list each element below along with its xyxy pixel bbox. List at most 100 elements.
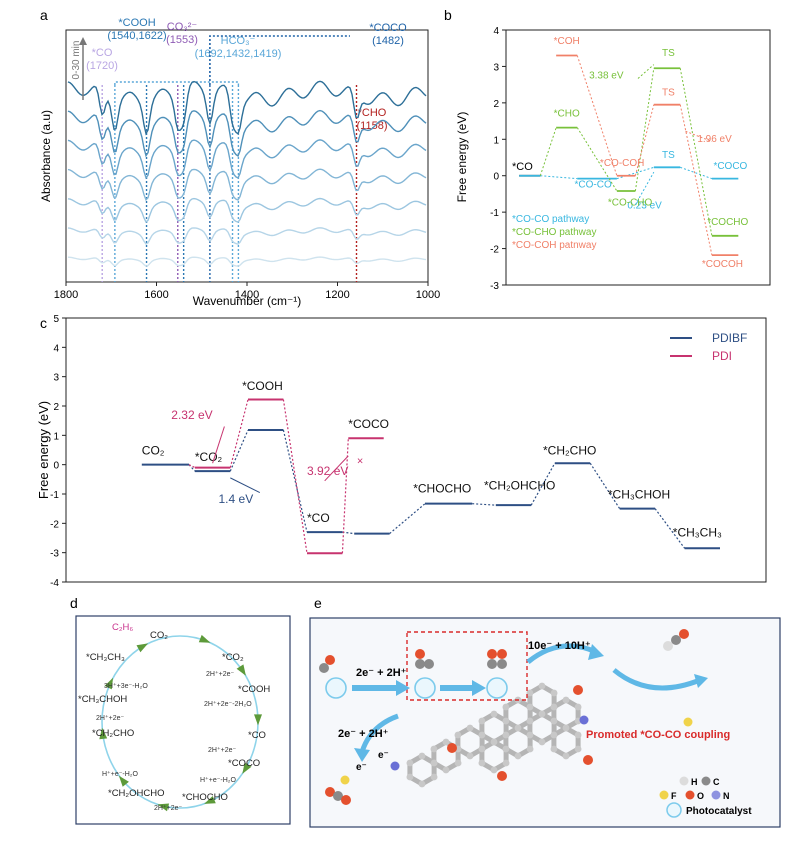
y-tick-label: 3 (53, 373, 59, 384)
carbon-atom (562, 752, 570, 760)
y-tick-label: 1 (493, 135, 499, 146)
y-tick-label: 4 (493, 26, 499, 37)
carbonyl-oxygen-atom (447, 743, 457, 753)
cycle-arrow (242, 762, 252, 774)
y-tick-label: 2 (53, 402, 59, 413)
spectrum-line (67, 256, 427, 267)
flow-arrow (612, 668, 701, 691)
level-label: *CO (307, 511, 330, 525)
connector-line (229, 399, 249, 468)
panel-a-x-ticks: 1800 1600 1400 1200 1000 (54, 282, 440, 301)
band-marker-wavenumber: (1692,1432,1419) (195, 48, 282, 60)
connector-line (342, 531, 355, 535)
y-tick-label: 1 (53, 431, 59, 442)
x-tick-label: 1200 (325, 289, 349, 301)
carbonyl-oxygen-atom (497, 771, 507, 781)
connector-line (282, 399, 308, 554)
cycle-intermediate: *CO (248, 730, 266, 741)
y-tick-label: -3 (490, 281, 499, 292)
connector-line (679, 104, 713, 256)
cycle-arrow (104, 677, 113, 690)
carbon-atom (538, 682, 546, 690)
barrier-arrow (212, 426, 225, 464)
step-condition: H⁺+e⁻-H₂O (200, 776, 237, 784)
level-label: *CH₂CHO (543, 443, 596, 457)
spectrum-line (67, 139, 427, 180)
c2h6-product (663, 629, 689, 651)
atom-legend-swatch (659, 790, 669, 800)
panel-letter-a: a (40, 7, 48, 23)
legend-label: PDI (712, 349, 732, 363)
level-label: *COOH (242, 379, 283, 393)
flow-arrow (526, 643, 598, 664)
level-label: *CHOCHO (413, 482, 471, 496)
atom-legend-symbol: O (697, 791, 704, 801)
level-label: 1.96 eV (697, 134, 732, 145)
panel-a-ftir-chart: *CO(1720) *COOH(1540,1622)CO₃²⁻(1553) HCO₃… (39, 17, 440, 308)
panel-letter-e: e (314, 595, 322, 611)
panel-a-time-arrowhead (79, 37, 87, 45)
carbon-atom (406, 759, 414, 767)
connector-line (282, 429, 308, 533)
carbon-atom (442, 738, 450, 746)
carbon-atom (430, 773, 438, 781)
panel-b-legend: *CO-CO pathway *CO-CHO pathway *CO-COH pat… (512, 214, 596, 251)
carbon-atom (514, 724, 522, 732)
cycle-intermediate: CO₂ (150, 630, 168, 641)
level-label: *CH₂OHCHO (484, 479, 555, 493)
panel-b-pathways: *CO-CO TS *COCO 0.23 eV *CHO *CO-CHO TS *COCHO 3… (519, 36, 749, 270)
carbon-atom (550, 745, 558, 753)
step-condition: 2H⁺+2e⁻ (206, 670, 235, 678)
barrier-annotation: 2.32 eV (171, 408, 212, 422)
panel-a-y-label: Absorbance (a.u) (39, 110, 53, 202)
step-condition: 2H⁺+2e⁻ (154, 804, 183, 812)
carbonyl-oxygen-atom (573, 685, 583, 695)
carbon-atom (478, 731, 486, 739)
level-label: *CO-CHO (608, 198, 653, 209)
barrier-arrow (685, 130, 713, 142)
connector-line (634, 68, 655, 192)
carbon-atom (574, 745, 582, 753)
level-label: TS (662, 48, 675, 59)
panel-c-legend: PDIBF PDI (670, 331, 747, 363)
panel-letter-b: b (444, 7, 452, 23)
nitrogen-atom (579, 715, 589, 725)
y-tick-label: 3 (493, 62, 499, 73)
connector-line (539, 127, 557, 176)
carbon-atom (490, 710, 498, 718)
panel-b-y-ticks: -3 -2 -1 0 1 2 3 4 (490, 26, 506, 292)
step-condition: 3H⁺+3e⁻-H₂O (104, 682, 148, 690)
coupling-label: Promoted *CO-CO coupling (586, 729, 730, 741)
spectrum-line (67, 197, 427, 224)
panel-a-spectra (67, 80, 427, 267)
cycle-arrow (236, 664, 246, 676)
connector-line (634, 104, 655, 176)
carbon-atom (562, 696, 570, 704)
flow-arrowhead (694, 674, 708, 688)
cycle-intermediate: *COOH (238, 684, 270, 695)
carbon-atom (526, 703, 534, 711)
panel-d-intermediates: CO₂ *CO₂ *COOH *CO *COCO *CHOCHO *CH₂OHCHO *CH₂… (78, 622, 270, 803)
y-tick-label: -1 (490, 208, 499, 219)
panel-letter-c: c (40, 315, 47, 331)
carbonyl-oxygen-atom (583, 755, 593, 765)
electron-symbol: e⁻ (378, 750, 389, 761)
hco3-bracket (114, 81, 240, 85)
connector-line (589, 462, 621, 509)
carbon-atom (502, 703, 510, 711)
carbon-atom (406, 773, 414, 781)
carbon-atom (538, 710, 546, 718)
step-condition: 2H⁺+2e⁻ (208, 746, 237, 754)
cross-mark: × (357, 456, 363, 468)
band-marker-wavenumber: (1158) (357, 120, 388, 132)
carbon-atom (418, 752, 426, 760)
flow-arrowhead (588, 644, 604, 660)
atom-legend-swatch (711, 790, 721, 800)
carbon-atom (514, 752, 522, 760)
panel-letter-d: d (70, 595, 78, 611)
barrier-annotation: 1.4 eV (219, 492, 254, 506)
cycle-intermediate: *CHOCHO (182, 792, 228, 803)
cycle-arrow (204, 796, 216, 804)
connector-line (472, 503, 496, 506)
